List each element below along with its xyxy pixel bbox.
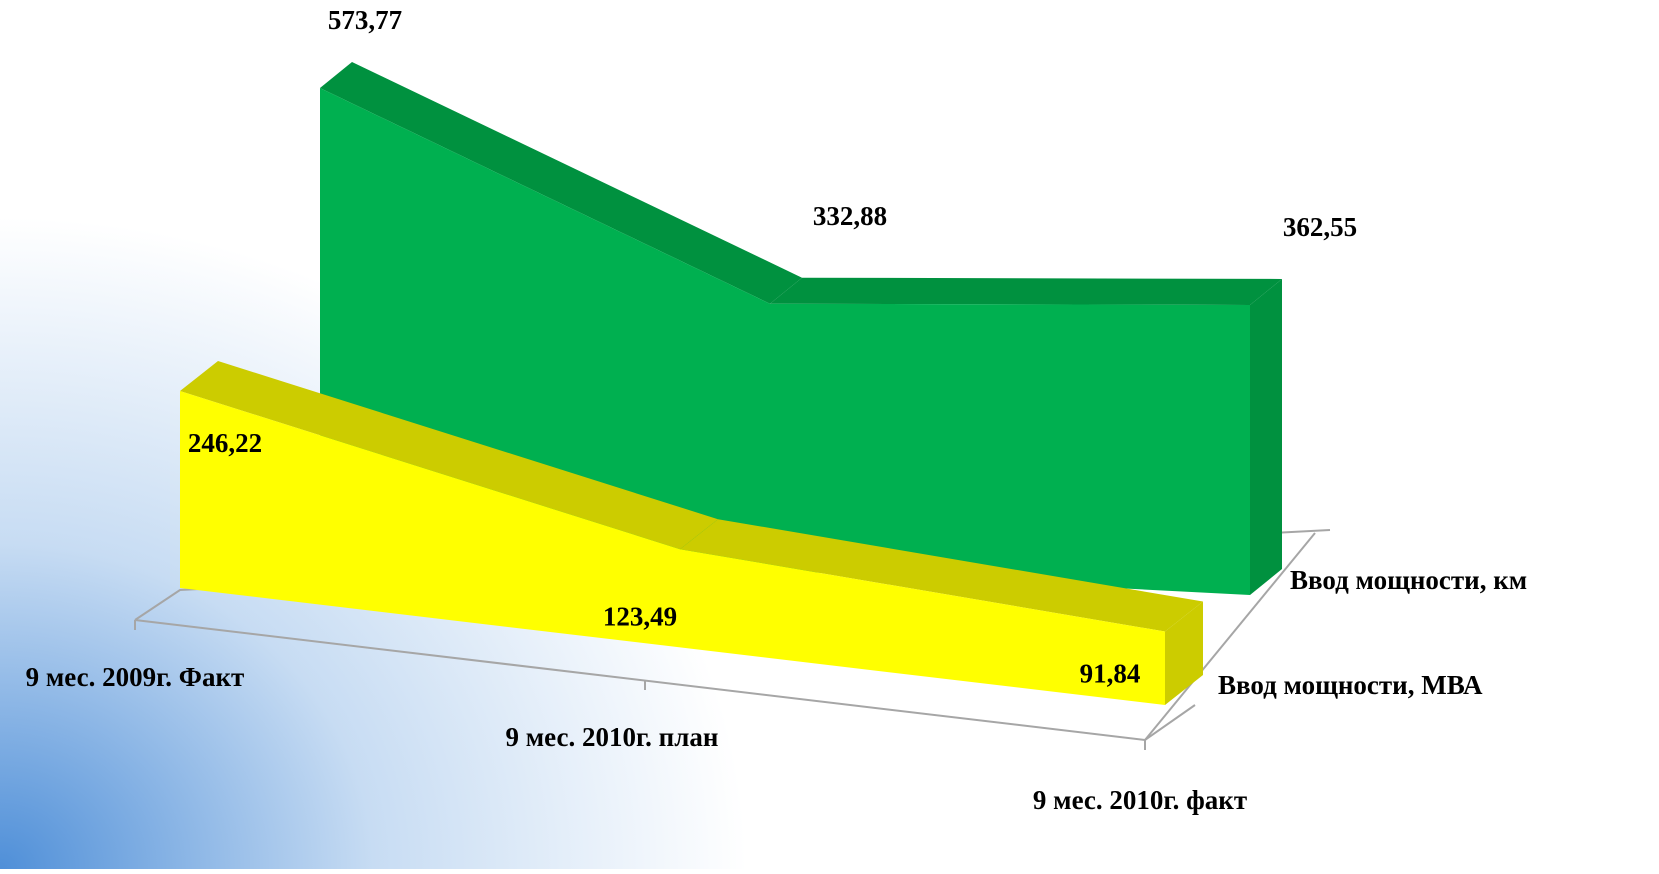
category-label: 9 мес. 2010г. факт	[1033, 785, 1247, 815]
area-side-face	[1250, 278, 1282, 595]
area-top-face	[320, 61, 802, 304]
category-label: 9 мес. 2009г. Факт	[26, 662, 245, 692]
data-label: 332,88	[813, 201, 887, 231]
depth-axis	[1144, 532, 1316, 741]
data-label: 362,55	[1283, 212, 1357, 242]
data-label: 123,49	[603, 601, 677, 631]
area-side-face	[1165, 601, 1203, 705]
area-front-face	[180, 391, 1165, 705]
series-label: Ввод мощности, км	[1290, 565, 1527, 595]
data-label: 91,84	[1080, 659, 1141, 689]
area-top-face	[770, 277, 1282, 305]
data-label: 573,77	[328, 5, 402, 35]
data-label: 246,22	[188, 428, 262, 458]
category-label: 9 мес. 2010г. план	[506, 722, 719, 752]
series-label: Ввод мощности, МВА	[1218, 670, 1483, 700]
area-top-face	[680, 519, 1203, 632]
area-top-face	[180, 361, 718, 550]
